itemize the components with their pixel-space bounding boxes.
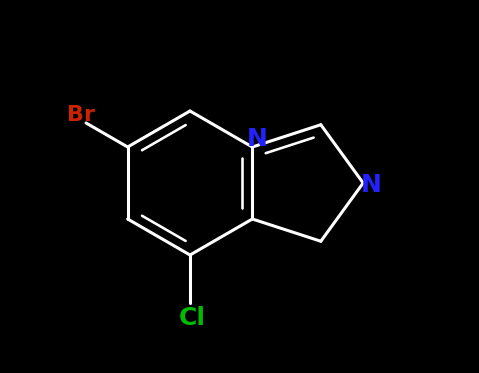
Text: Br: Br bbox=[67, 105, 95, 125]
Text: N: N bbox=[247, 127, 268, 151]
Text: N: N bbox=[361, 173, 382, 197]
Text: Cl: Cl bbox=[179, 306, 205, 330]
